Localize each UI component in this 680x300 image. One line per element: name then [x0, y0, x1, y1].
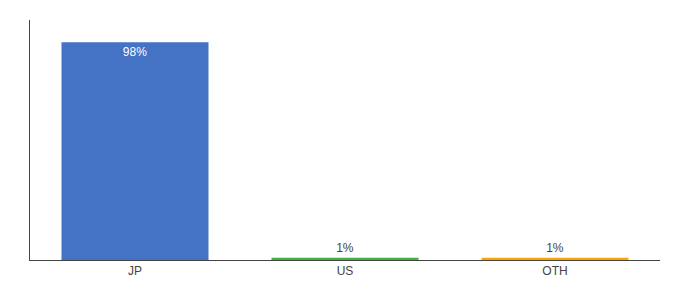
svg-text:JP: JP [128, 264, 142, 278]
svg-text:1%: 1% [546, 241, 564, 255]
svg-text:US: US [337, 264, 354, 278]
svg-text:OTH: OTH [542, 264, 567, 278]
svg-text:98%: 98% [123, 45, 147, 59]
svg-text:1%: 1% [336, 241, 354, 255]
